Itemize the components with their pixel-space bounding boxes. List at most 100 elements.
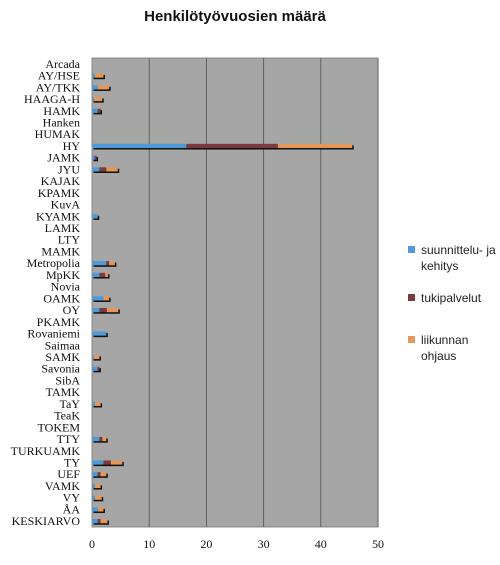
bar-segment-series1 — [97, 366, 100, 371]
legend-item-suunnittelu: suunnittelu- ja kehitys — [408, 242, 499, 274]
category-label: TTY — [57, 432, 81, 446]
category-label: OAMK — [43, 291, 80, 305]
bar-segment-series2 — [94, 401, 101, 406]
category-label: Arcada — [45, 57, 80, 71]
category-label: Metropolia — [27, 256, 81, 270]
x-tick-label: 0 — [89, 537, 95, 551]
legend-swatch-liikunnan-ohjaus — [408, 336, 415, 343]
bar-segment-series0 — [92, 460, 104, 465]
bar-segment-series0 — [92, 354, 94, 360]
category-label: Rovaniemi — [27, 327, 80, 341]
bar-segment-series1 — [99, 307, 107, 313]
category-label: ÅA — [63, 502, 81, 516]
bar-segment-series0 — [92, 519, 98, 524]
category-label: Saimaa — [45, 338, 81, 352]
legend-swatch-tukipalvelut — [408, 294, 415, 301]
legend-swatch-suunnittelu — [408, 246, 415, 253]
category-label: KYAMK — [36, 209, 80, 223]
category-label: HAAGA-H — [24, 92, 80, 106]
x-tick-label: 30 — [258, 537, 270, 551]
bar-segment-series2 — [105, 272, 109, 278]
chart-title: Henkilötyövuosien määrä — [144, 8, 326, 25]
bar-segment-series2 — [109, 261, 115, 266]
legend-label-tukipalvelut: tukipalvelut — [421, 291, 482, 305]
chart-legend: suunnittelu- ja kehitys tukipalvelut lii… — [408, 0, 500, 565]
category-label: TaY — [60, 397, 81, 411]
bar-segment-series2 — [106, 307, 119, 313]
category-label: SAMK — [45, 350, 80, 364]
category-label: KuvA — [51, 198, 81, 212]
bar-segment-series0 — [92, 143, 187, 149]
bar-segment-series1 — [186, 143, 278, 149]
bar-segment-series2 — [94, 483, 101, 489]
bar-segment-series2 — [106, 167, 118, 172]
bar-segment-series2 — [93, 354, 100, 360]
bar-segment-series0 — [92, 108, 98, 113]
category-label: PKAMK — [37, 315, 81, 329]
bar-segment-series1 — [99, 436, 103, 442]
bar-segment-series0 — [92, 436, 100, 442]
category-label: Savonia — [41, 362, 80, 376]
legend-label-suunnittelu: suunnittelu- ja kehitys — [421, 243, 496, 273]
bar-segment-series0 — [92, 272, 100, 278]
category-label: KAJAK — [41, 174, 81, 188]
bar-segment-series1 — [106, 261, 110, 266]
x-tick-label: 20 — [200, 537, 212, 551]
bar-segment-series0 — [92, 401, 95, 406]
category-label: KPAMK — [38, 186, 81, 200]
category-label: LTY — [58, 233, 81, 247]
bar-segment-series0 — [92, 261, 107, 266]
bar-segment-series0 — [92, 85, 98, 90]
bar-segment-series2 — [94, 495, 102, 500]
bar-segment-series0 — [92, 366, 98, 371]
legend-item-tukipalvelut: tukipalvelut — [408, 290, 499, 306]
bar-segment-series0 — [92, 331, 107, 336]
x-tick-label: 10 — [143, 537, 155, 551]
category-label: JYU — [58, 162, 80, 176]
x-tick-label: 40 — [315, 537, 327, 551]
category-label: VY — [63, 491, 81, 505]
bar-segment-series1 — [99, 167, 107, 172]
category-label: VAMK — [45, 479, 80, 493]
category-label: Hanken — [43, 115, 80, 129]
category-label: LAMK — [45, 221, 81, 235]
bar-segment-series0 — [92, 73, 95, 78]
bar-segment-series1 — [97, 519, 101, 524]
category-label: OY — [63, 303, 81, 317]
bar-segment-series2 — [100, 519, 108, 524]
bar-segment-series1 — [97, 472, 101, 477]
bar-segment-series1 — [94, 155, 97, 160]
category-label: HUMAK — [35, 127, 81, 141]
legend-item-liikunnan-ohjaus: liikunnan ohjaus — [408, 332, 499, 364]
bar-segment-series2 — [277, 143, 353, 149]
legend-label-liikunnan-ohjaus: liikunnan ohjaus — [421, 333, 469, 363]
bar-segment-series0 — [92, 495, 95, 500]
category-label: AY/TKK — [36, 80, 81, 94]
category-label: JAMK — [47, 151, 80, 165]
category-label: TOKEM — [38, 420, 81, 434]
category-label: KESKIARVO — [12, 514, 81, 528]
bar-segment-series0 — [92, 472, 98, 477]
bar-segment-series0 — [92, 307, 100, 313]
category-label: Novia — [51, 280, 81, 294]
bar-segment-series0 — [92, 214, 98, 219]
category-label: TURKUAMK — [11, 444, 81, 458]
category-label: HAMK — [43, 104, 80, 118]
bar-segment-series2 — [94, 73, 104, 78]
bar-segment-series0 — [92, 507, 98, 512]
bar-segment-series2 — [93, 96, 103, 102]
bar-segment-series2 — [97, 507, 104, 512]
category-label: SibA — [55, 373, 80, 387]
bar-segment-series1 — [103, 460, 111, 465]
bar-segment-series2 — [103, 296, 110, 301]
category-label: TY — [64, 456, 80, 470]
bar-segment-series2 — [102, 436, 107, 442]
bar-segment-series2 — [97, 85, 110, 90]
category-label: MAMK — [41, 244, 80, 258]
category-label: TeaK — [54, 409, 80, 423]
bar-segment-series0 — [92, 483, 95, 489]
category-label: UEF — [57, 467, 80, 481]
category-label: AY/HSE — [38, 69, 80, 83]
